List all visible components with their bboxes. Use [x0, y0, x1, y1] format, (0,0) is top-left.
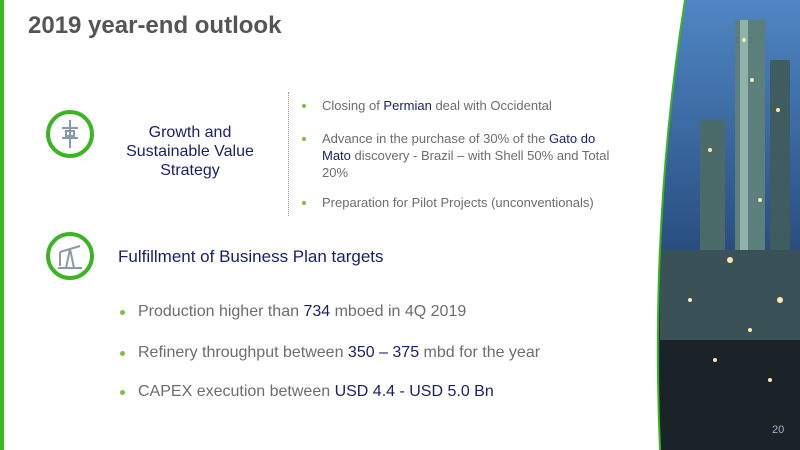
divider — [288, 92, 289, 216]
bullet-text: Preparation for Pilot Projects (unconven… — [322, 195, 594, 210]
bullet-text: USD 4.4 - USD 5.0 Bn — [334, 383, 494, 400]
bullet-text: mbd for the year — [419, 344, 541, 361]
bullet: Advance in the purchase of 30% of the Ga… — [302, 130, 622, 181]
bullet: Closing of Permian deal with Occidental — [302, 97, 622, 114]
photo — [656, 0, 800, 450]
bullet-text: Production higher than — [138, 303, 304, 320]
bullet-text: discovery - Brazil – with Shell 50% and … — [322, 148, 610, 180]
bullet-text: CAPEX execution between — [138, 383, 335, 400]
bullet-text: 350 – 375 — [347, 344, 420, 361]
business-plan-heading: Fulfillment of Business Plan targets — [118, 247, 384, 266]
bullet-text: 734 — [303, 303, 331, 320]
page-number: 20 — [772, 424, 785, 436]
title: 2019 year-end outlook — [28, 12, 282, 39]
bullet: Production higher than 734 mboed in 4Q 2… — [120, 303, 658, 321]
bullet: Refinery throughput between 350 – 375 mb… — [120, 344, 658, 362]
icon-wellhead — [46, 110, 94, 158]
bullet: Preparation for Pilot Projects (unconven… — [302, 194, 622, 211]
bullet-text: Refinery throughput between — [138, 344, 348, 361]
bullet-text: deal with Occidental — [431, 98, 552, 113]
bullet-text: Closing of — [322, 98, 384, 113]
bullet-text: Advance in the purchase of 30% of the — [322, 131, 549, 146]
icon-pumpjack — [46, 232, 94, 280]
bullet-text: mboed in 4Q 2019 — [330, 303, 467, 320]
bullet: CAPEX execution between USD 4.4 - USD 5.… — [120, 383, 658, 401]
bullet-text: Gato do Mato — [322, 131, 596, 163]
bullet-text: Permian — [383, 98, 432, 113]
strategy-label: Growth and Sustainable Value Strategy — [126, 124, 254, 179]
left-stripe — [0, 0, 4, 450]
